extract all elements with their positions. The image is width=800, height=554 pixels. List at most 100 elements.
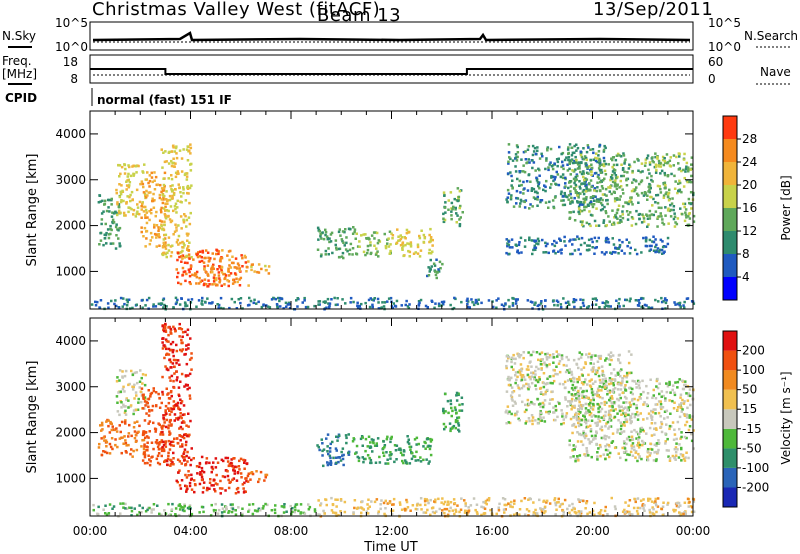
range-gate-cell [675, 437, 678, 441]
range-gate-cell [567, 156, 571, 159]
range-gate-cell [326, 461, 329, 464]
range-gate-cell [529, 180, 532, 183]
range-gate-cell [403, 507, 407, 511]
range-gate-cell [614, 176, 618, 180]
range-gate-cell [157, 392, 160, 396]
range-gate-cell [320, 438, 323, 441]
range-gate-cell [666, 161, 669, 165]
range-gate-cell [567, 158, 570, 162]
freq-panel: Freq. [MHz] 18 8 60 0 Nave [2, 54, 792, 86]
range-gate-cell [171, 194, 174, 198]
range-gate-cell [505, 355, 509, 358]
range-gate-cell [187, 347, 190, 350]
range-gate-cell [514, 302, 518, 305]
range-gate-cell [626, 218, 630, 221]
power-colorbar-label: Power [dB] [779, 175, 793, 240]
range-gate-cell [686, 497, 690, 501]
range-gate-cell [330, 298, 333, 301]
range-gate-cell [172, 379, 175, 383]
range-gate-cell [536, 422, 540, 425]
range-gate-cell [633, 189, 636, 193]
range-gate-cell [619, 215, 622, 218]
range-gate-cell [319, 232, 322, 236]
range-gate-cell [567, 146, 570, 149]
range-gate-cell [184, 199, 188, 202]
range-gate-cell [231, 255, 234, 258]
range-gate-cell [519, 373, 523, 377]
range-gate-cell [167, 451, 170, 455]
range-gate-cell [518, 394, 521, 397]
range-gate-cell [221, 249, 224, 252]
range-gate-cell [186, 186, 189, 189]
range-gate-cell [399, 237, 403, 241]
range-gate-cell [249, 471, 253, 475]
range-gate-cell [167, 236, 171, 239]
range-gate-cell [507, 243, 511, 247]
range-gate-cell [570, 379, 573, 383]
range-gate-cell [641, 428, 645, 432]
range-gate-cell [667, 207, 670, 210]
range-gate-cell [620, 424, 623, 428]
range-gate-cell [562, 511, 565, 514]
range-gate-cell [405, 461, 408, 465]
range-gate-cell [197, 299, 201, 302]
range-gate-cell [508, 305, 511, 308]
range-gate-cell [146, 216, 149, 219]
range-gate-cell [516, 410, 519, 413]
range-gate-cell [187, 192, 190, 195]
range-gate-cell [664, 245, 668, 248]
range-gate-cell [505, 503, 508, 507]
range-gate-cell [611, 156, 615, 159]
range-gate-cell [628, 163, 631, 166]
range-gate-cell [594, 434, 597, 437]
range-gate-cell [616, 175, 619, 179]
range-gate-cell [601, 179, 605, 182]
range-gate-cell [188, 433, 191, 437]
range-gate-cell [224, 469, 228, 472]
range-gate-cell [154, 305, 158, 308]
range-gate-cell [674, 446, 678, 449]
range-gate-cell [510, 396, 514, 399]
range-gate-cell [351, 440, 355, 443]
range-gate-cell [561, 176, 565, 180]
range-gate-cell [614, 216, 618, 219]
range-gate-cell [435, 258, 438, 261]
range-gate-cell [608, 451, 612, 455]
range-gate-cell [112, 221, 116, 224]
range-gate-cell [458, 430, 461, 433]
range-gate-cell [424, 503, 427, 507]
range-gate-cell [552, 361, 555, 364]
range-gate-cell [401, 248, 404, 251]
range-gate-cell [666, 242, 670, 246]
range-gate-cell [678, 179, 681, 183]
range-gate-cell [172, 191, 176, 195]
range-gate-cell [257, 271, 261, 274]
range-gate-cell [215, 249, 219, 252]
range-gate-cell [507, 160, 510, 163]
range-gate-cell [218, 487, 222, 490]
range-gate-cell [583, 182, 586, 185]
range-gate-cell [167, 426, 170, 430]
range-gate-cell [554, 372, 557, 376]
range-gate-cell [143, 419, 147, 422]
range-gate-cell [507, 375, 510, 379]
range-gate-cell [687, 456, 690, 460]
range-gate-cell [576, 431, 579, 434]
range-gate-cell [504, 302, 507, 305]
range-gate-cell [578, 210, 582, 213]
range-gate-cell [168, 442, 172, 446]
range-gate-cell [670, 172, 673, 176]
range-gate-cell [142, 447, 146, 451]
range-gate-cell [180, 454, 184, 458]
range-gate-cell [442, 212, 445, 216]
range-gate-cell [230, 261, 234, 265]
range-gate-cell [327, 306, 331, 309]
range-gate-cell [154, 214, 157, 218]
range-gate-cell [149, 191, 152, 194]
range-gate-cell [619, 456, 622, 460]
range-gate-cell [505, 251, 508, 255]
range-gate-cell [217, 271, 221, 274]
range-gate-cell [541, 155, 544, 158]
range-gate-cell [531, 402, 534, 405]
